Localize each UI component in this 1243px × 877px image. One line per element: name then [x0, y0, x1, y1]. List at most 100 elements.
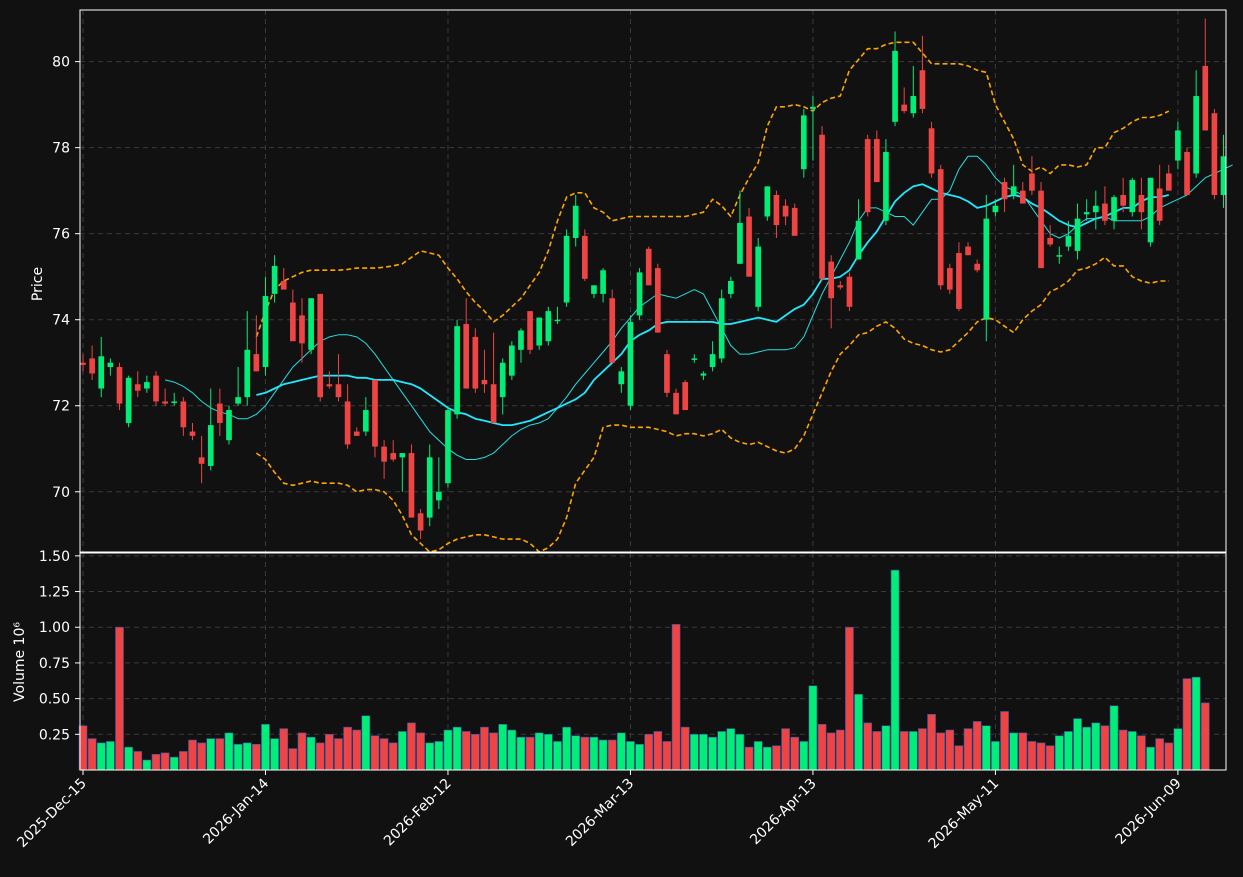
candle-down	[965, 246, 971, 256]
volume-bar-down	[607, 739, 617, 771]
volume-bar-up	[142, 759, 152, 771]
candle-down	[1202, 65, 1209, 131]
volume-bar-down	[407, 722, 416, 771]
ma-slow-line	[256, 183, 1170, 427]
candle-up	[271, 265, 278, 294]
candle-down	[180, 401, 187, 428]
candle-up	[399, 453, 406, 458]
volume-bar-up	[854, 694, 863, 771]
candle-down	[1102, 203, 1108, 221]
volume-bar-up	[96, 742, 106, 771]
candle-down	[463, 324, 470, 389]
price-tick-label: 70	[52, 485, 70, 501]
volume-tick-label: 1.25	[39, 585, 70, 601]
candle-down	[664, 354, 670, 393]
volume-bar-down	[151, 753, 161, 771]
candle-down	[837, 285, 844, 288]
volume-bar-down	[954, 745, 964, 771]
band-lower-line	[255, 256, 1169, 553]
volume-bar-down	[781, 728, 790, 771]
candle-up	[718, 298, 725, 359]
volume-bar-down	[1182, 678, 1192, 771]
candle-down	[527, 311, 533, 350]
volume-tick-label: 0.50	[39, 692, 70, 708]
volume-bar-down	[662, 741, 672, 771]
volume-bar-up	[717, 731, 727, 771]
candle-up	[855, 220, 862, 260]
candle-down	[1211, 113, 1218, 195]
candle-up	[700, 373, 707, 376]
candle-down	[919, 70, 926, 109]
volume-bar-up	[753, 741, 763, 771]
volume-bar-up	[1109, 705, 1119, 771]
candle-up	[125, 377, 132, 423]
volume-bar-up	[443, 729, 453, 771]
volume-bar-up	[890, 569, 900, 771]
volume-bar-down	[297, 732, 307, 771]
candle-down	[390, 453, 397, 460]
volume-bar-down	[1164, 742, 1174, 771]
candle-down	[481, 379, 488, 385]
candle-up	[244, 349, 251, 398]
candle-down	[1156, 188, 1163, 221]
candle-down	[609, 298, 616, 363]
volume-bar-down	[480, 726, 489, 771]
volume-bar-up	[708, 736, 717, 771]
volume-bar-up	[1127, 731, 1137, 771]
candle-up	[892, 50, 898, 122]
volume-bar-down	[872, 731, 882, 771]
candle-down	[134, 384, 141, 391]
candle-up	[983, 218, 990, 320]
candle-up	[226, 410, 232, 441]
candle-up	[563, 235, 570, 303]
candle-down	[1001, 182, 1008, 200]
candle-down	[326, 384, 333, 387]
candle-up	[1010, 186, 1017, 195]
candle-down	[846, 276, 853, 307]
volume-bar-down	[188, 739, 197, 771]
volume-bar-up	[991, 741, 1000, 771]
volume-bar-down	[1000, 711, 1009, 771]
candle-down	[974, 263, 981, 271]
volume-bar-down	[179, 751, 188, 771]
volume-bar-down	[525, 736, 535, 771]
volume-tick-label: 1.00	[39, 620, 70, 636]
volume-bar-down	[197, 742, 206, 771]
volume-bar-up	[1073, 718, 1082, 771]
candle-down	[153, 375, 159, 402]
candle-up	[737, 222, 743, 264]
volume-bar-up	[699, 734, 708, 771]
candle-up	[1056, 255, 1063, 257]
candle-up	[1193, 96, 1199, 174]
candle-down	[819, 134, 825, 279]
candle-down	[408, 453, 415, 518]
volume-bar-up	[1009, 732, 1018, 771]
price-tick-label: 78	[52, 141, 70, 157]
candle-down	[344, 401, 351, 445]
candle-up	[1074, 218, 1081, 251]
volume-bar-up	[598, 739, 608, 771]
candle-up	[363, 410, 369, 432]
candle-up	[144, 382, 150, 389]
price-axes-frame	[79, 9, 1227, 553]
volume-bar-down	[461, 731, 471, 771]
volume-bar-up	[233, 744, 243, 771]
volume-bar-up	[106, 741, 115, 771]
volume-bar-down	[927, 714, 936, 771]
candle-up	[107, 362, 114, 368]
candle-up	[1111, 197, 1117, 221]
volume-bar-down	[680, 726, 690, 771]
volume-bar-up	[544, 734, 553, 771]
candle-down	[791, 207, 798, 236]
volume-bar-up	[1191, 676, 1201, 771]
bollinger-bands	[255, 41, 1170, 553]
volume-bar-down	[945, 729, 955, 771]
candle-up	[554, 319, 561, 322]
volume-bar-down	[325, 734, 334, 771]
candles	[80, 18, 1227, 540]
volume-bar-up	[981, 725, 991, 771]
volume-bar-up	[124, 746, 133, 771]
volume-bar-up	[516, 736, 526, 771]
